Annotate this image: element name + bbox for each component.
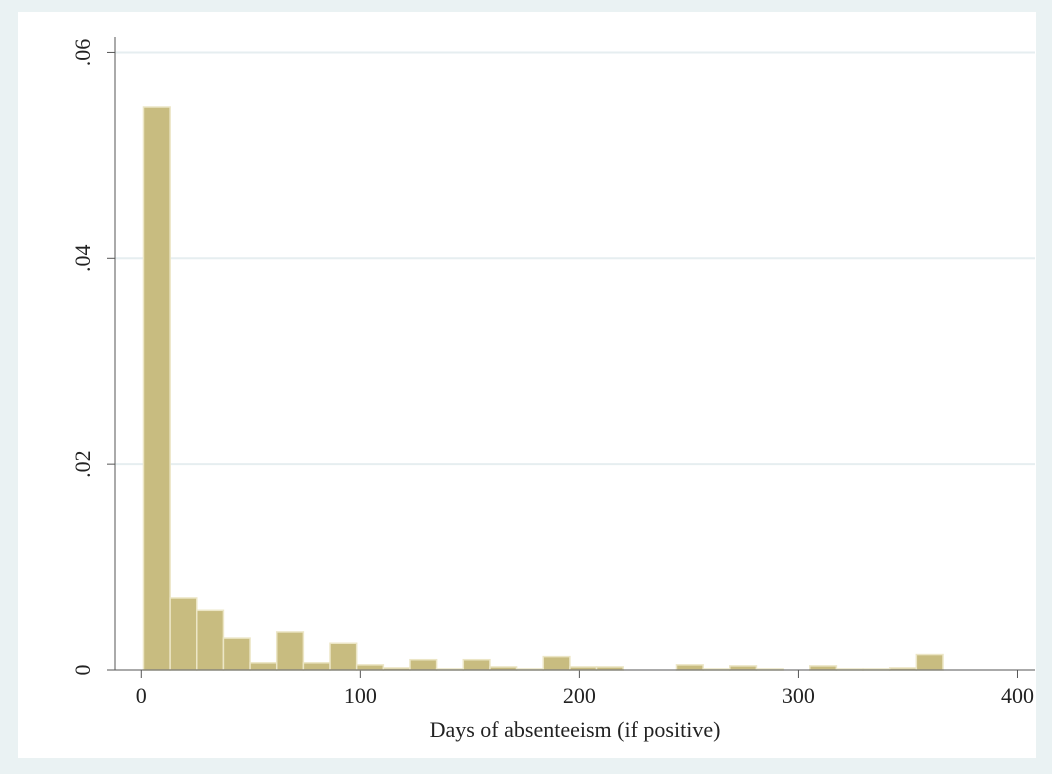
y-tick-label: .06 xyxy=(70,39,95,67)
y-tick-label: 0 xyxy=(70,665,95,676)
bar xyxy=(142,106,171,671)
x-axis-label: Days of absenteeism (if positive) xyxy=(430,717,721,742)
bar xyxy=(409,658,438,671)
x-tick-label: 100 xyxy=(344,683,377,708)
bar xyxy=(196,609,225,671)
y-tick-label: .02 xyxy=(70,450,95,478)
x-tick-label: 200 xyxy=(563,683,596,708)
bar xyxy=(809,665,838,671)
bar xyxy=(542,655,571,671)
bar xyxy=(169,597,198,671)
bar xyxy=(355,664,385,671)
bar xyxy=(675,664,704,671)
bar xyxy=(275,631,305,671)
bar xyxy=(222,637,251,671)
x-tick-label: 400 xyxy=(1001,683,1034,708)
x-tick-label: 0 xyxy=(136,683,147,708)
bar xyxy=(915,653,944,671)
bar xyxy=(249,662,278,671)
bar xyxy=(729,665,758,671)
x-tick-label: 300 xyxy=(782,683,815,708)
y-tick-label: .04 xyxy=(70,245,95,273)
bar xyxy=(462,658,491,671)
bar xyxy=(329,642,358,671)
bar xyxy=(302,662,331,671)
